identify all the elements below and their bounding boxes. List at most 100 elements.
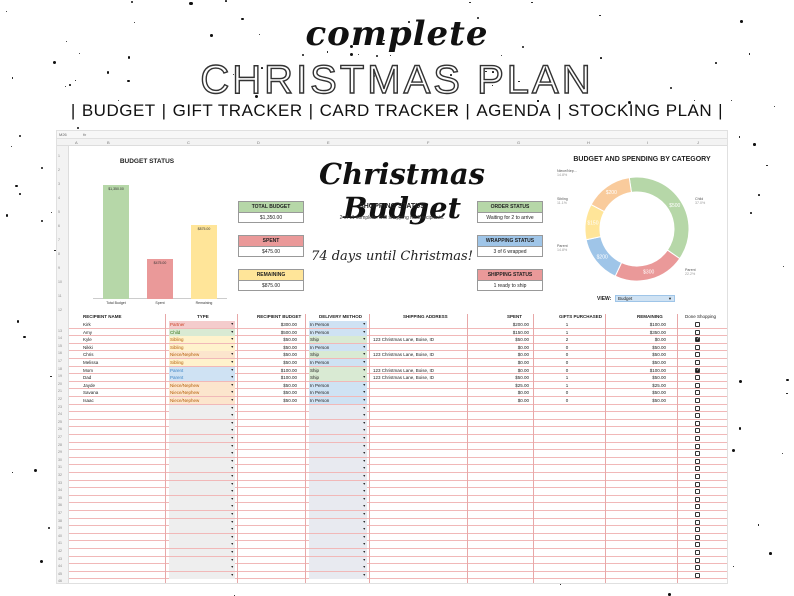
row-number[interactable]: 30 <box>58 457 62 462</box>
done-shopping-checkbox[interactable] <box>695 527 700 533</box>
remaining-cell[interactable]: $350.00 <box>612 329 666 336</box>
done-shopping-checkbox[interactable] <box>695 443 700 449</box>
done-shopping-checkbox[interactable] <box>695 565 700 571</box>
recipient-budget-cell[interactable]: $50.00 <box>237 382 297 389</box>
delivery-dropdown[interactable]: ▼ <box>309 541 367 549</box>
recipient-name-cell[interactable]: Nikki <box>83 344 163 351</box>
delivery-dropdown[interactable]: ▼ <box>309 465 367 473</box>
done-shopping-checkbox[interactable] <box>695 557 700 563</box>
delivery-dropdown[interactable]: ▼ <box>309 526 367 534</box>
type-dropdown[interactable]: Niece/Nephew ▼ <box>169 381 235 389</box>
done-shopping-checkbox[interactable] <box>695 344 700 350</box>
row-number[interactable]: 44 <box>58 564 62 569</box>
row-number[interactable]: 9 <box>58 266 60 270</box>
delivery-dropdown[interactable]: In Person ▼ <box>309 359 367 366</box>
delivery-dropdown[interactable]: Ship ▼ <box>309 351 367 359</box>
row-number[interactable]: 6 <box>58 224 60 228</box>
type-dropdown[interactable]: ▼ <box>169 526 235 534</box>
delivery-dropdown[interactable]: ▼ <box>309 473 367 480</box>
delivery-dropdown[interactable]: ▼ <box>309 442 367 450</box>
remaining-cell[interactable]: $50.00 <box>612 351 666 358</box>
type-dropdown[interactable]: Niece/Nephew ▼ <box>169 389 235 397</box>
row-number[interactable]: 45 <box>58 571 62 576</box>
delivery-dropdown[interactable]: ▼ <box>309 503 367 511</box>
done-shopping-checkbox[interactable] <box>695 428 700 434</box>
gifts-purchased-cell[interactable]: 1 <box>552 374 582 381</box>
column-header-e[interactable]: E <box>327 140 330 145</box>
delivery-dropdown[interactable]: ▼ <box>309 518 367 526</box>
type-dropdown[interactable]: Sibling ▼ <box>169 336 235 344</box>
row-number[interactable]: 33 <box>58 480 62 485</box>
formula-bar[interactable]: M26 fx <box>57 131 727 139</box>
type-dropdown[interactable]: ▼ <box>169 488 235 496</box>
row-number[interactable]: 36 <box>58 503 62 508</box>
gifts-purchased-cell[interactable]: 0 <box>552 351 582 358</box>
delivery-dropdown[interactable]: ▼ <box>309 511 367 518</box>
done-shopping-checkbox[interactable] <box>695 390 700 396</box>
remaining-cell[interactable]: $50.00 <box>612 389 666 396</box>
type-dropdown[interactable]: ▼ <box>169 435 235 442</box>
row-number[interactable]: 17 <box>58 359 62 363</box>
row-number[interactable]: 39 <box>58 526 62 531</box>
shipping-address-cell[interactable]: 123 Christmas Lane, Boise, ID <box>373 367 473 374</box>
table-header[interactable]: DELIVERY METHOD <box>319 314 363 319</box>
spent-cell[interactable]: $0.00 <box>477 389 529 396</box>
table-header[interactable]: TYPE <box>197 314 209 319</box>
remaining-cell[interactable]: $0.00 <box>612 336 666 343</box>
row-number[interactable]: 18 <box>58 366 62 371</box>
done-shopping-checkbox[interactable] <box>695 496 700 502</box>
row-number[interactable]: 42 <box>58 549 62 553</box>
recipient-name-cell[interactable]: Savana <box>83 389 163 396</box>
gifts-purchased-cell[interactable]: 0 <box>552 389 582 396</box>
spent-cell[interactable]: $25.00 <box>477 382 529 389</box>
delivery-dropdown[interactable]: Ship ▼ <box>309 336 367 344</box>
row-number[interactable]: 27 <box>58 435 62 439</box>
done-shopping-checkbox[interactable] <box>695 420 700 426</box>
table-header[interactable]: SHIPPING ADDRESS <box>403 314 448 319</box>
gifts-purchased-cell[interactable]: 1 <box>552 382 582 389</box>
done-shopping-checkbox[interactable] <box>695 458 700 464</box>
remaining-cell[interactable]: $100.00 <box>612 321 666 328</box>
delivery-dropdown[interactable]: ▼ <box>309 556 367 564</box>
type-dropdown[interactable]: Sibling ▼ <box>169 343 235 351</box>
row-number[interactable]: 26 <box>58 427 62 432</box>
row-number[interactable]: 8 <box>58 252 60 256</box>
delivery-dropdown[interactable]: In Person ▼ <box>309 328 367 336</box>
gifts-purchased-cell[interactable]: 0 <box>552 344 582 351</box>
row-number[interactable]: 32 <box>58 473 62 477</box>
shipping-address-cell[interactable] <box>373 397 473 404</box>
type-dropdown[interactable]: Partner ▼ <box>169 321 235 328</box>
delivery-dropdown[interactable]: ▼ <box>309 412 367 420</box>
row-number[interactable]: 2 <box>58 168 60 172</box>
cell-reference[interactable]: M26 <box>59 132 67 137</box>
spent-cell[interactable]: $0.00 <box>477 367 529 374</box>
delivery-dropdown[interactable]: In Person ▼ <box>309 397 367 404</box>
type-dropdown[interactable]: ▼ <box>169 495 235 503</box>
spent-cell[interactable]: $50.00 <box>477 336 529 343</box>
recipient-budget-cell[interactable]: $50.00 <box>237 344 297 351</box>
spent-cell[interactable]: $0.00 <box>477 344 529 351</box>
row-number[interactable]: 31 <box>58 465 62 470</box>
type-dropdown[interactable]: ▼ <box>169 465 235 473</box>
recipient-budget-cell[interactable]: $100.00 <box>237 374 297 381</box>
column-header-j[interactable]: J <box>697 140 699 145</box>
done-shopping-checkbox[interactable] <box>695 367 700 373</box>
row-number[interactable]: 10 <box>58 280 62 284</box>
done-shopping-checkbox[interactable] <box>695 489 700 495</box>
column-header-b[interactable]: B <box>107 140 110 145</box>
type-dropdown[interactable]: ▼ <box>169 473 235 480</box>
gifts-purchased-cell[interactable]: 0 <box>552 397 582 404</box>
shipping-address-cell[interactable] <box>373 382 473 389</box>
done-shopping-checkbox[interactable] <box>695 550 700 555</box>
done-shopping-checkbox[interactable] <box>695 481 700 487</box>
row-number[interactable]: 16 <box>58 351 62 356</box>
remaining-cell[interactable]: $50.00 <box>612 344 666 351</box>
recipient-budget-cell[interactable]: $500.00 <box>237 329 297 336</box>
row-number[interactable]: 15 <box>58 343 62 348</box>
recipient-budget-cell[interactable]: $50.00 <box>237 336 297 343</box>
recipient-name-cell[interactable]: Dad <box>83 374 163 381</box>
remaining-cell[interactable]: $100.00 <box>612 367 666 374</box>
type-dropdown[interactable]: ▼ <box>169 412 235 420</box>
row-number[interactable]: 13 <box>58 328 62 333</box>
row-number[interactable]: 35 <box>58 495 62 500</box>
